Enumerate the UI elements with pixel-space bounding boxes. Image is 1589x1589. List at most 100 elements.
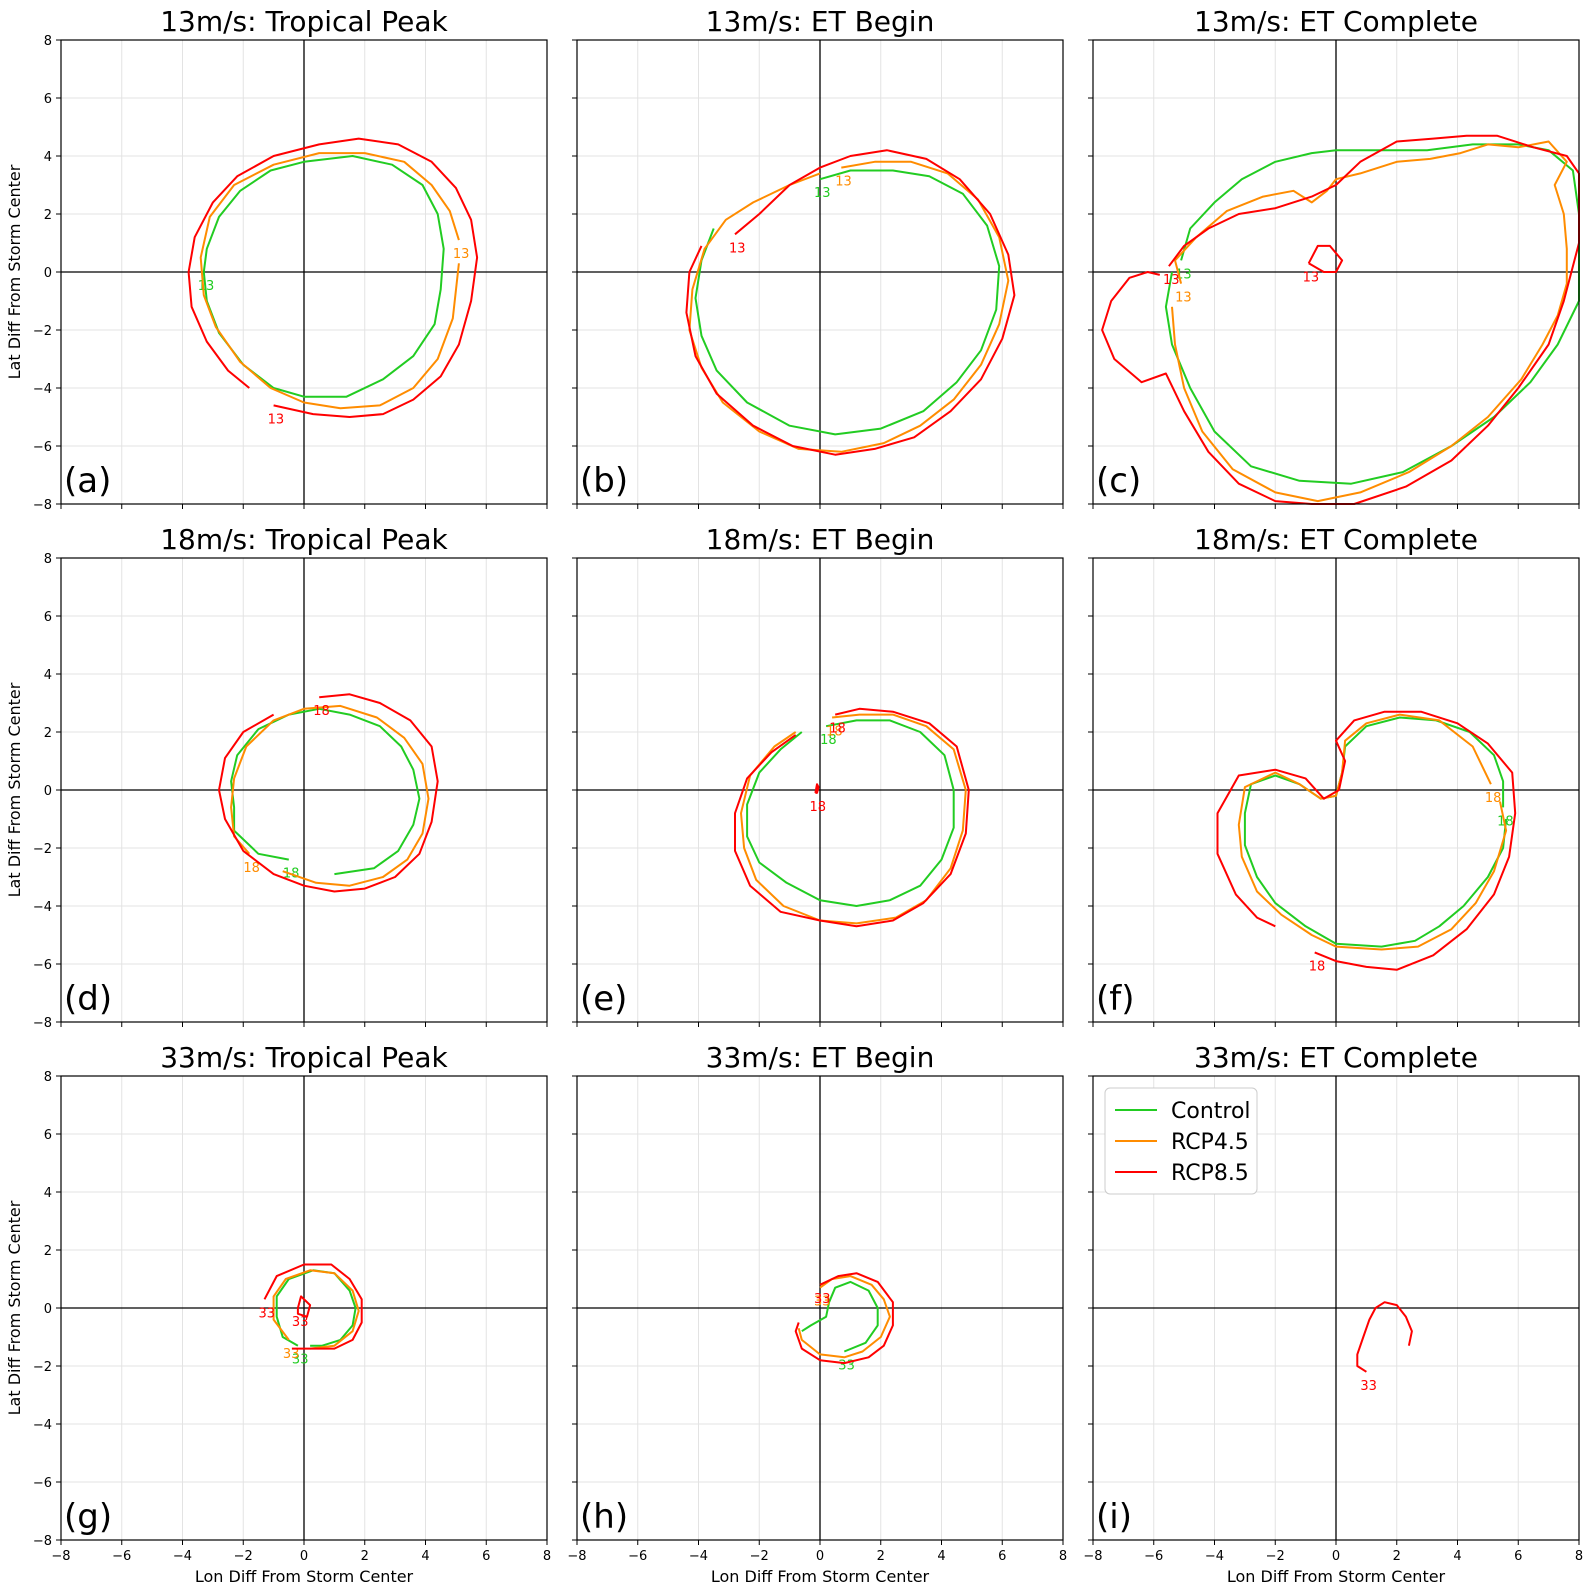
x-tick-label: 0 <box>300 1549 308 1564</box>
contour-label: 18 <box>826 725 843 740</box>
x-tick-label: 4 <box>421 1549 429 1564</box>
panel-title: 18m/s: ET Complete <box>1194 523 1478 556</box>
x-tick-label: 6 <box>1514 1549 1522 1564</box>
panel-a: 13 13 13 −8 −6 −4 −2 0 2 4 6 8 13m/s: Tropical Peak (… <box>5 5 548 513</box>
panel-title: 18m/s: Tropical Peak <box>160 523 448 556</box>
contour-label: 18 <box>809 800 826 815</box>
x-tick-label: 4 <box>1453 1549 1461 1564</box>
y-tick-label: 0 <box>44 1302 52 1317</box>
y-tick-label: −6 <box>33 440 52 455</box>
contour-control <box>1164 143 1580 485</box>
contour-label: 18 <box>820 733 837 748</box>
panel-label: (b) <box>580 461 628 501</box>
x-tick-label: 8 <box>1575 1549 1583 1564</box>
y-tick-label: −2 <box>33 1360 52 1375</box>
contour-label: 13 <box>1163 273 1180 288</box>
contour-label: 13 <box>268 412 285 427</box>
contour-rcp85 <box>1356 1301 1413 1373</box>
contour-rcp85 <box>685 149 1016 456</box>
x-tick-label: −4 <box>173 1549 192 1564</box>
y-tick-label: −8 <box>33 498 52 513</box>
panel-title: 18m/s: ET Begin <box>706 523 935 556</box>
contour-rcp45 <box>740 713 967 925</box>
x-tick-label: −8 <box>567 1549 586 1564</box>
legend-entry: RCP8.5 <box>1171 1161 1249 1186</box>
contour-rcp85 <box>296 1295 312 1318</box>
contour-label: 33 <box>814 1292 831 1307</box>
contour-label: 18 <box>1497 814 1514 829</box>
x-tick-label: 8 <box>543 1549 551 1564</box>
y-tick-label: 6 <box>44 1128 52 1143</box>
contour-control <box>694 169 1001 436</box>
x-axis-label: Lon Diff From Storm Center <box>195 1567 414 1586</box>
contour-label: 33 <box>283 1347 300 1362</box>
contour-rcp45 <box>688 160 1010 453</box>
panel-label: (f) <box>1096 979 1135 1019</box>
x-tick-label: −2 <box>750 1549 769 1564</box>
x-tick-label: −4 <box>689 1549 708 1564</box>
y-tick-label: −8 <box>33 1016 52 1031</box>
x-tick-label: −2 <box>1266 1549 1285 1564</box>
panel-label: (c) <box>1096 461 1141 501</box>
x-tick-label: −6 <box>628 1549 647 1564</box>
x-tick-label: 4 <box>937 1549 945 1564</box>
y-tick-label: −4 <box>33 1418 52 1433</box>
panel-title: 33m/s: Tropical Peak <box>160 1041 448 1074</box>
contour-label: 13 <box>1303 270 1320 285</box>
panel-label: (h) <box>580 1497 628 1537</box>
x-tick-label: −6 <box>112 1549 131 1564</box>
contour-label: 18 <box>243 861 260 876</box>
panel-label: (i) <box>1096 1497 1132 1537</box>
y-tick-label: 4 <box>44 150 52 165</box>
panel-label: (a) <box>64 461 111 501</box>
x-tick-label: 0 <box>1332 1549 1340 1564</box>
x-tick-label: −2 <box>234 1549 253 1564</box>
y-tick-label: −4 <box>33 382 52 397</box>
y-tick-label: 6 <box>44 610 52 625</box>
legend-entry: Control <box>1171 1099 1251 1124</box>
y-tick-label: 0 <box>44 784 52 799</box>
y-tick-label: 8 <box>44 1070 52 1085</box>
x-tick-label: −8 <box>1083 1549 1102 1564</box>
x-tick-label: −6 <box>1144 1549 1163 1564</box>
x-tick-label: −4 <box>1205 1549 1224 1564</box>
contour-control <box>230 707 421 876</box>
contour-rcp85 <box>218 693 439 893</box>
x-tick-label: 8 <box>1059 1549 1067 1564</box>
y-axis-label: Lat Diff From Storm Center <box>5 682 24 897</box>
contour-rcp45 <box>272 1269 360 1350</box>
y-tick-label: 4 <box>44 668 52 683</box>
legend-box <box>1104 1087 1258 1195</box>
x-tick-label: 6 <box>482 1549 490 1564</box>
contour-rcp45 <box>199 152 460 410</box>
contour-label: 13 <box>198 279 215 294</box>
y-tick-label: −8 <box>33 1534 52 1549</box>
legend: Control RCP4.5 RCP8.5 <box>1104 1087 1258 1195</box>
contour-rcp85 <box>794 1272 894 1365</box>
y-tick-label: 2 <box>44 208 52 223</box>
contour-label: 18 <box>313 704 330 719</box>
contour-label: 13 <box>814 186 831 201</box>
panel-label: (g) <box>64 1497 112 1537</box>
contour-label: 18 <box>1309 959 1326 974</box>
contour-label: 13 <box>835 175 852 190</box>
y-tick-label: 6 <box>44 92 52 107</box>
contour-label: 13 <box>729 241 746 256</box>
y-tick-label: 4 <box>44 1186 52 1201</box>
contour-label: 33 <box>259 1306 276 1321</box>
contour-label: 13 <box>453 247 470 262</box>
contour-rcp85 <box>1101 134 1580 505</box>
x-tick-label: 2 <box>361 1549 369 1564</box>
contour-label: 18 <box>1485 791 1502 806</box>
x-tick-label: 0 <box>816 1549 824 1564</box>
x-tick-label: 6 <box>998 1549 1006 1564</box>
contour-rcp45 <box>797 1275 891 1359</box>
y-tick-label: −2 <box>33 324 52 339</box>
y-axis-label: Lat Diff From Storm Center <box>5 164 24 379</box>
x-tick-label: 2 <box>877 1549 885 1564</box>
contour-label: 13 <box>1175 291 1192 306</box>
